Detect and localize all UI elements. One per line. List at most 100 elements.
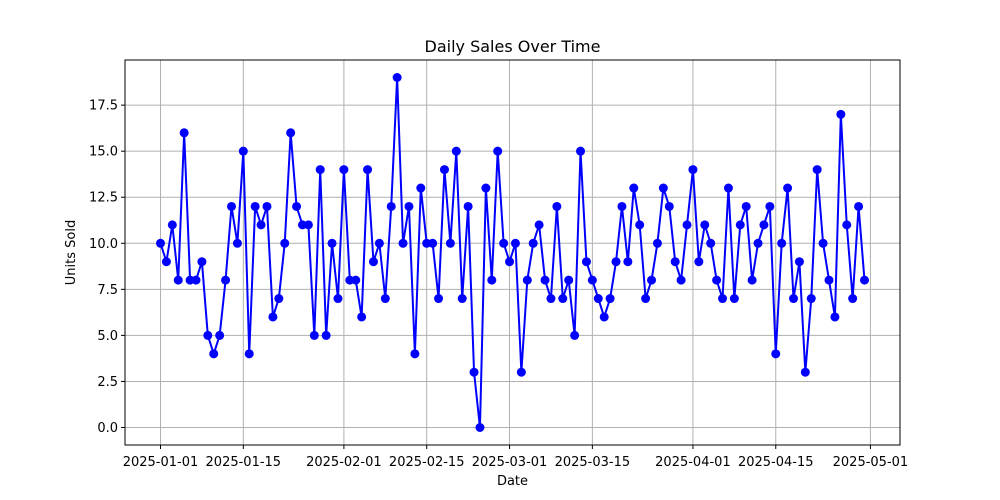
data-point xyxy=(848,294,858,304)
data-point xyxy=(368,257,378,267)
data-point xyxy=(718,294,728,304)
x-tick-label: 2025-01-01 xyxy=(123,455,199,470)
y-tick-label: 12.5 xyxy=(89,191,118,206)
data-point xyxy=(463,201,473,211)
data-point xyxy=(694,257,704,267)
data-point xyxy=(505,257,515,267)
data-point xyxy=(274,294,284,304)
y-tick-label: 0.0 xyxy=(97,421,118,436)
data-point xyxy=(434,294,444,304)
data-point xyxy=(499,238,509,248)
data-point xyxy=(428,238,438,248)
data-point xyxy=(167,220,177,230)
x-tick-label: 2025-03-15 xyxy=(555,455,631,470)
data-point xyxy=(398,238,408,248)
data-point xyxy=(244,349,254,359)
data-point xyxy=(457,294,467,304)
x-tick-label: 2025-02-15 xyxy=(389,455,465,470)
data-point xyxy=(741,201,751,211)
data-point xyxy=(357,312,367,322)
x-tick-label: 2025-05-01 xyxy=(833,455,909,470)
data-point xyxy=(540,275,550,285)
data-point xyxy=(771,349,781,359)
data-point xyxy=(581,257,591,267)
data-point xyxy=(374,238,384,248)
data-point xyxy=(262,201,272,211)
data-point xyxy=(605,294,615,304)
data-point xyxy=(161,257,171,267)
data-point xyxy=(286,128,296,138)
data-point xyxy=(315,165,325,175)
data-point xyxy=(735,220,745,230)
data-point xyxy=(558,294,568,304)
data-point xyxy=(173,275,183,285)
data-point xyxy=(339,165,349,175)
chart-title: Daily Sales Over Time xyxy=(425,37,601,56)
data-point xyxy=(451,146,461,156)
data-point xyxy=(226,201,236,211)
data-point xyxy=(363,165,373,175)
data-point xyxy=(647,275,657,285)
data-point xyxy=(759,220,769,230)
data-point xyxy=(765,201,775,211)
data-point xyxy=(410,349,420,359)
y-tick-label: 2.5 xyxy=(97,375,118,390)
data-point xyxy=(576,146,586,156)
data-point xyxy=(280,238,290,248)
data-point xyxy=(800,367,810,377)
data-point xyxy=(156,238,165,248)
data-point xyxy=(777,238,787,248)
data-point xyxy=(439,165,449,175)
data-point xyxy=(392,73,402,82)
x-tick-label: 2025-04-01 xyxy=(655,455,731,470)
data-point xyxy=(854,201,864,211)
data-point xyxy=(416,183,426,193)
data-point xyxy=(386,201,396,211)
data-point xyxy=(623,257,633,267)
data-point xyxy=(789,294,799,304)
x-tick-label: 2025-02-01 xyxy=(306,455,382,470)
data-point xyxy=(860,275,869,285)
y-tick-label: 15.0 xyxy=(89,145,118,160)
data-point xyxy=(611,257,621,267)
data-point xyxy=(652,238,662,248)
data-point xyxy=(700,220,710,230)
data-point xyxy=(706,238,716,248)
data-point xyxy=(635,220,645,230)
data-point xyxy=(552,201,562,211)
data-point xyxy=(380,294,390,304)
data-point xyxy=(238,146,248,156)
data-point xyxy=(812,165,822,175)
data-point xyxy=(712,275,722,285)
data-point xyxy=(333,294,343,304)
data-point xyxy=(617,201,627,211)
data-point xyxy=(747,275,757,285)
data-point xyxy=(688,165,698,175)
data-point xyxy=(292,201,302,211)
data-point xyxy=(587,275,597,285)
data-point xyxy=(327,238,337,248)
data-point xyxy=(528,238,538,248)
y-tick-label: 10.0 xyxy=(89,237,118,252)
data-point xyxy=(191,275,201,285)
data-point xyxy=(629,183,639,193)
data-point xyxy=(351,275,361,285)
data-point xyxy=(487,275,497,285)
data-point xyxy=(469,367,479,377)
x-axis-label: Date xyxy=(497,474,528,489)
data-point xyxy=(729,294,739,304)
data-point xyxy=(682,220,692,230)
data-point xyxy=(475,423,485,432)
data-point xyxy=(321,330,331,340)
data-point xyxy=(546,294,556,304)
data-point xyxy=(842,220,852,230)
data-point xyxy=(836,109,846,119)
data-point xyxy=(783,183,793,193)
series-daily-sales xyxy=(156,73,869,432)
series-line xyxy=(159,76,866,429)
data-point xyxy=(564,275,574,285)
data-point xyxy=(806,294,816,304)
x-tick-label: 2025-03-01 xyxy=(472,455,548,470)
data-point xyxy=(215,330,225,340)
